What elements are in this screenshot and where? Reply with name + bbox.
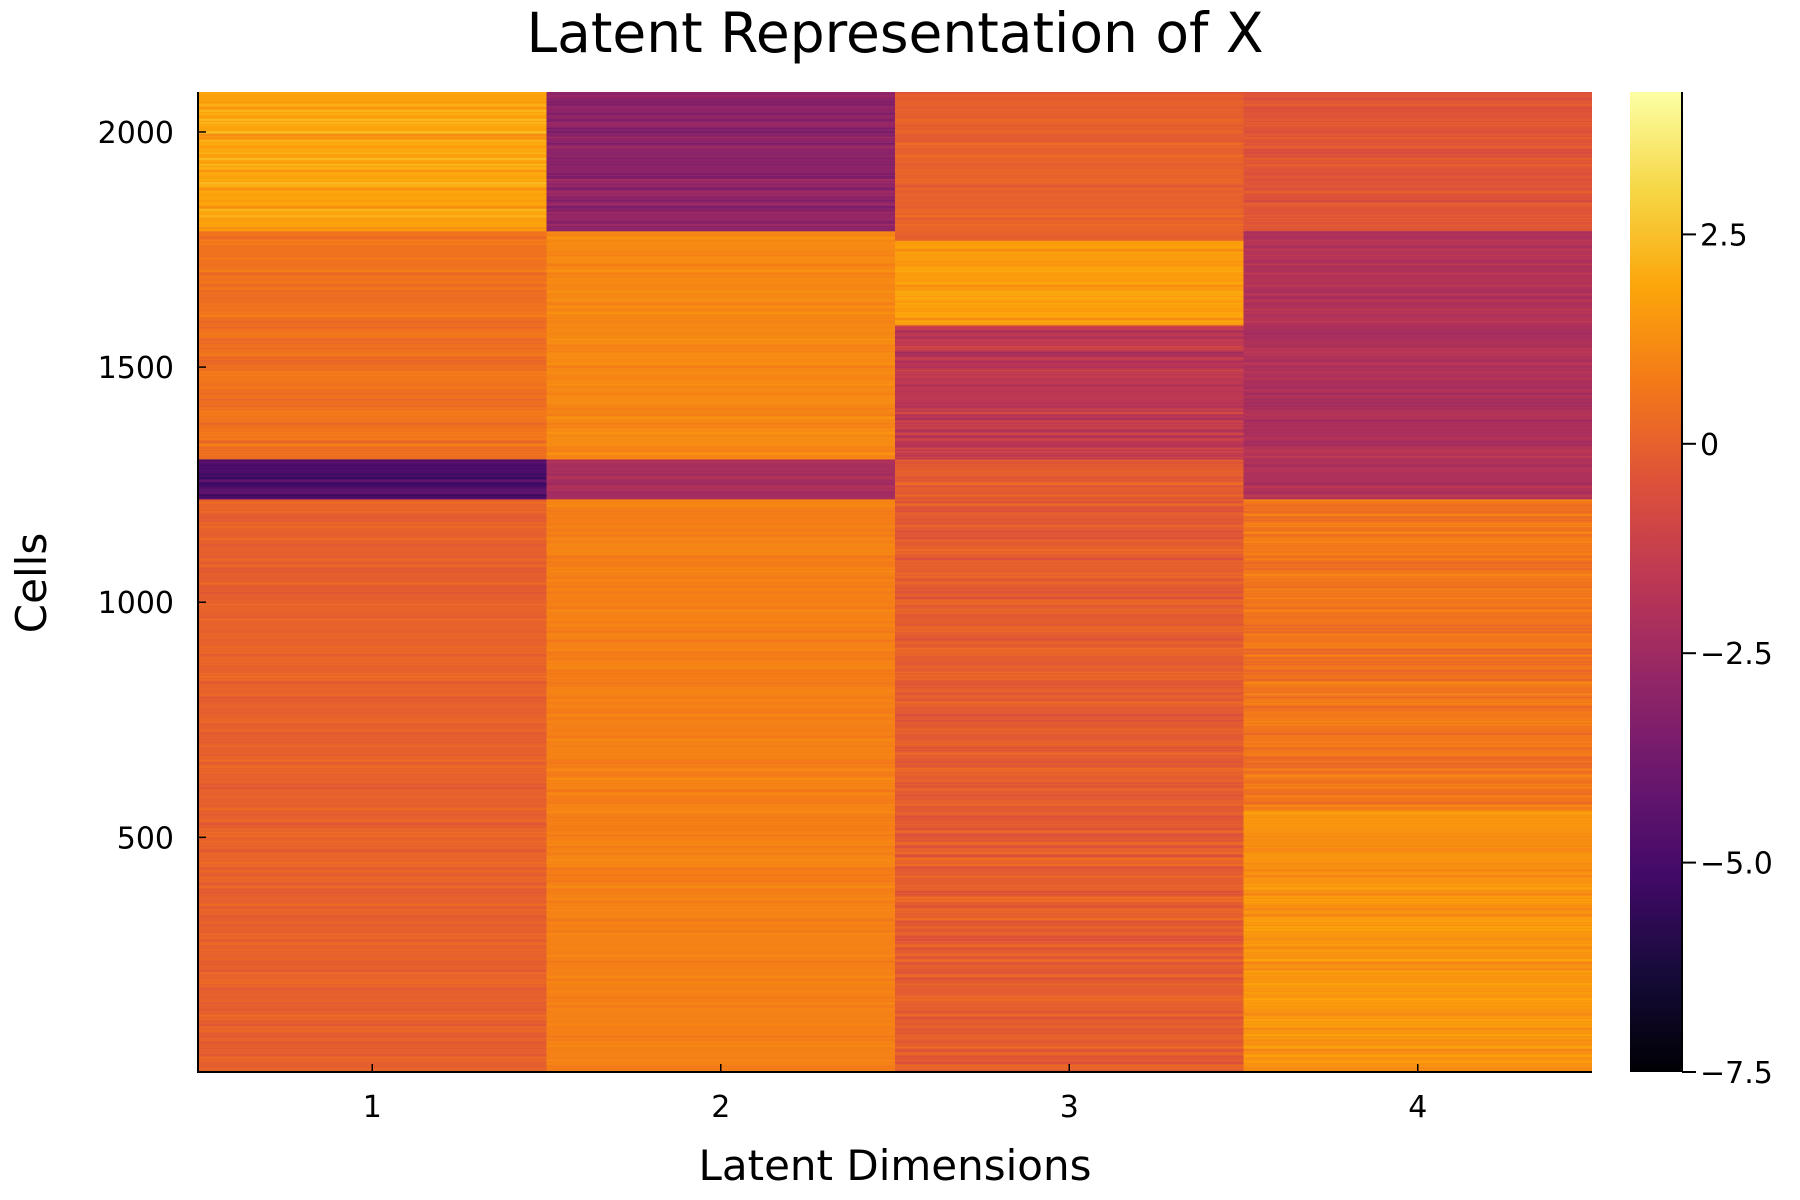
plot-axes [197, 92, 1592, 1073]
heatmap-stripes-col1-1 [198, 458, 548, 499]
colorbar-tick-label-2: −2.5 [1700, 637, 1773, 672]
heatmap-band-col4-14 [1243, 230, 1592, 500]
heatmap-stripes-col2-5 [546, 458, 896, 499]
heatmap-stripes-col2-4 [546, 498, 896, 1072]
y-tick-label-500: 500 [117, 821, 174, 856]
x-tick-label-1: 1 [363, 1090, 382, 1125]
heatmap-stripes-col4-12 [1243, 809, 1592, 1071]
colorbar-ticks: 2.5 0 −2.5 −5.0 −7.5 [1682, 218, 1773, 1091]
heatmap-stripes-col2-6 [546, 230, 896, 459]
heatmap-stripes-col1-3 [198, 92, 548, 231]
colorbar-tick-label-4: −7.5 [1700, 1056, 1773, 1091]
x-tick-label-2: 2 [711, 1090, 730, 1125]
heatmap-stripes-col2-7 [546, 92, 896, 231]
x-tick-label-3: 3 [1060, 1090, 1079, 1125]
x-tick-label-4: 4 [1408, 1090, 1427, 1125]
colorbar: 2.5 0 −2.5 −5.0 −7.5 [1630, 92, 1773, 1091]
colorbar-tick-label-3: −5.0 [1700, 847, 1773, 882]
x-axis-label: Latent Dimensions [698, 1141, 1091, 1190]
heatmap-stripes-col1-0 [198, 498, 548, 1072]
chart-title: Latent Representation of X [526, 1, 1263, 65]
colorbar-gradient [1630, 92, 1682, 1072]
heatmap-stripes-col3-8 [895, 458, 1245, 1072]
y-tick-label-1500: 1500 [98, 351, 174, 386]
heatmap-stripes-col3-11 [895, 92, 1245, 240]
heatmap-stripes-col4-14 [1243, 230, 1592, 499]
colorbar-tick-label-1: 0 [1700, 428, 1719, 463]
heatmap-stripes-col4-15 [1243, 92, 1592, 231]
heatmap-stripes-col1-2 [198, 230, 548, 459]
y-axis-label: Cells [7, 533, 56, 633]
y-tick-label-2000: 2000 [98, 116, 174, 151]
y-tick-label-1000: 1000 [98, 586, 174, 621]
heatmap-stripes-col3-9 [895, 324, 1245, 459]
x-axis-ticks: 1 2 3 4 [363, 1064, 1427, 1125]
y-axis-ticks: 500 1000 1500 2000 [98, 116, 206, 856]
heatmap-cells [198, 92, 1592, 1072]
heatmap-stripes-col4-13 [1243, 498, 1592, 809]
heatmap-stripes-col3-10 [895, 240, 1245, 325]
colorbar-tick-label-0: 2.5 [1700, 218, 1748, 253]
